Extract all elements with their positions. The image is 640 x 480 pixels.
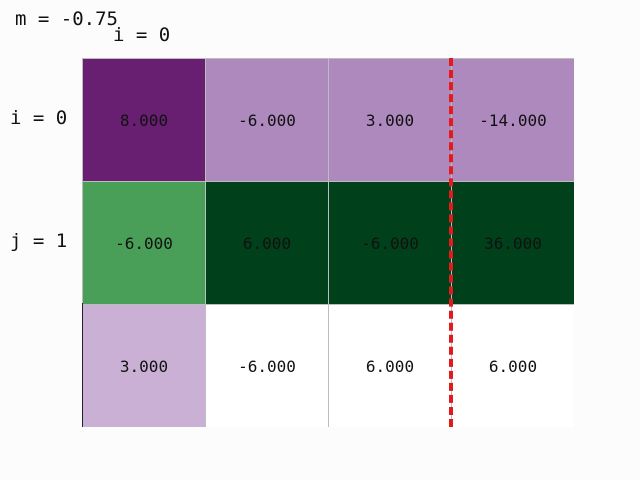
matrix-cell-0-1: -6.000 [206, 59, 328, 181]
matrix-cell-0-3: -14.000 [452, 59, 574, 181]
matrix-cell-1-2: -6.000 [329, 182, 451, 304]
matrix-cell-1-0: -6.000 [83, 182, 205, 304]
row-label-0: i = 0 [10, 107, 68, 129]
matrix-cell-2-0: 3.000 [83, 305, 205, 427]
m-value-label: m = -0.75 [15, 8, 118, 30]
dashed-marker-line [449, 58, 453, 427]
matrix-cell-0-0: 8.000 [83, 59, 205, 181]
matrix-cell-1-1: 6.000 [206, 182, 328, 304]
matrix-cell-0-2: 3.000 [329, 59, 451, 181]
matrix-cell-1-3: 36.000 [452, 182, 574, 304]
matrix-grid: 8.000 -6.000 3.000 -14.000 -6.000 6.000 … [82, 58, 574, 427]
matrix-cell-2-1: -6.000 [206, 305, 328, 427]
top-index-label: i = 0 [113, 24, 171, 46]
grid-left-edge [82, 303, 83, 427]
row-label-1: j = 1 [10, 230, 68, 252]
matrix-cell-2-2: 6.000 [329, 305, 451, 427]
matrix-cell-2-3: 6.000 [452, 305, 574, 427]
